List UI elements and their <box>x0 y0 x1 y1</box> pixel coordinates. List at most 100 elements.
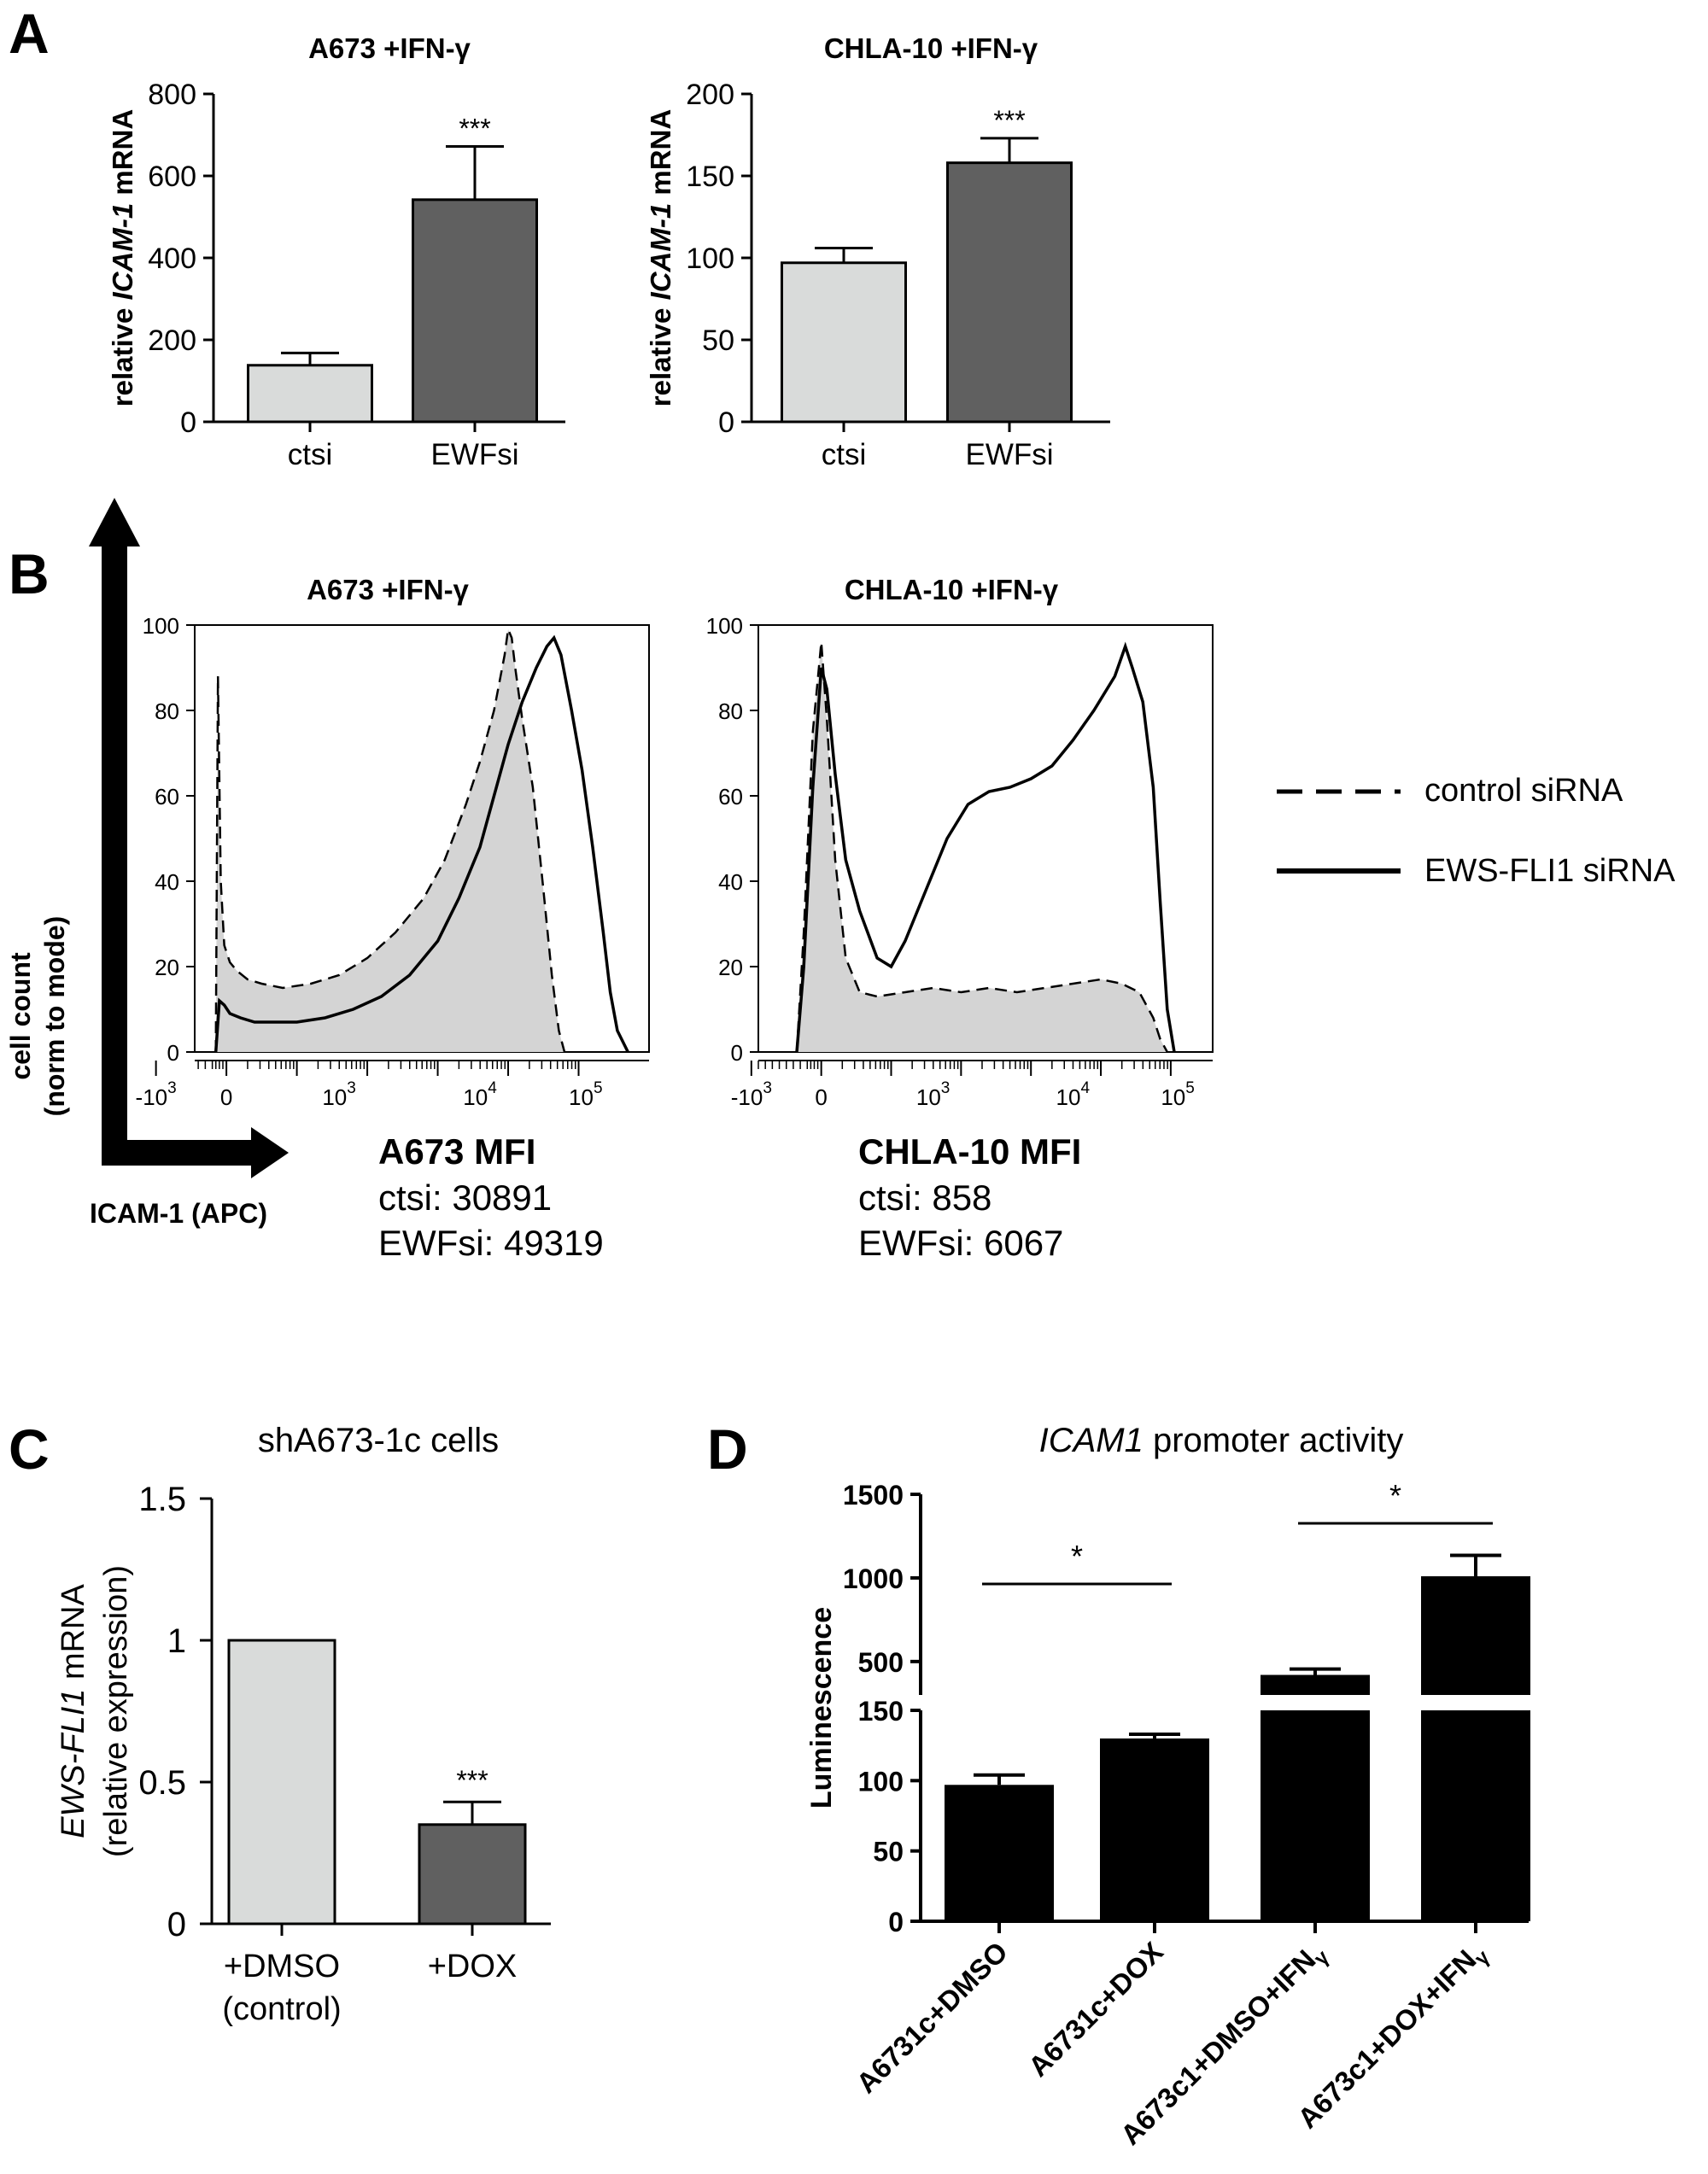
ews-fli1-siRNA-line <box>214 634 629 1053</box>
bar <box>945 1785 1054 1921</box>
x-tick-label: 105 <box>1161 1079 1195 1110</box>
y-tick-label: 600 <box>148 161 196 193</box>
chart-title: shA673-1c cells <box>258 1422 499 1459</box>
significance-label: * <box>1389 1478 1401 1513</box>
chart-title: CHLA-10 +IFN-γ <box>824 32 1038 64</box>
significance-label: *** <box>993 105 1025 136</box>
mfi-a673-title: A673 MFI <box>378 1131 535 1172</box>
bar <box>412 198 538 424</box>
y-tick-label: 1 <box>167 1622 186 1660</box>
x-tick-label: -103 <box>136 1079 177 1110</box>
y-tick-label: 500 <box>858 1647 904 1678</box>
chart-d-promoter-activity: ICAM1 promoter activity 0 50 100 150 500 1000 1… <box>805 1422 1530 2151</box>
bar <box>1100 1738 1209 1921</box>
bar <box>946 161 1073 424</box>
control-siRNA-line <box>214 625 566 1053</box>
y-tick-label: 400 <box>148 243 196 275</box>
mfi-chla-ctsi: ctsi: 858 <box>858 1178 991 1218</box>
y-tick-label: 100 <box>143 613 179 639</box>
chart-a1-a673-mrna: A673 +IFN-γ 0 200 400 600 800 ctsi EWFsi *** rela… <box>107 32 565 471</box>
x-tick-label: 0 <box>815 1084 827 1110</box>
significance-label: *** <box>459 113 490 143</box>
x-tick-label: 103 <box>322 1079 356 1110</box>
y-tick-label: 0 <box>167 1906 186 1943</box>
chart-b1-a673-histogram: A673 +IFN-γ 0 20 40 60 80 100 -103 0 103 104 105 <box>136 574 650 1110</box>
y-tick-label: 100 <box>706 613 743 639</box>
y-tick-label: 100 <box>686 243 734 275</box>
x-tick-label: EWFsi <box>965 438 1053 471</box>
y-tick-label: 50 <box>873 1837 904 1867</box>
y-tick-label: 20 <box>718 955 743 980</box>
arrow-y-label-line1: cell count <box>5 952 36 1080</box>
mfi-chla-ewfsi: EWFsi: 6067 <box>858 1223 1063 1263</box>
legend-ews-label: EWS-FLI1 siRNA <box>1424 853 1676 889</box>
y-tick-label: 80 <box>155 698 179 724</box>
y-tick-label: 0.5 <box>138 1764 186 1802</box>
x-tick-label: +DMSO <box>224 1949 340 1984</box>
arrow-right-bar <box>102 1140 255 1166</box>
arrow-up-head <box>89 498 140 546</box>
arrow-y-label-line2: (norm to mode) <box>39 916 70 1117</box>
y-tick-label: 0 <box>718 406 734 439</box>
y-axis-label-line1: EWS-FLI1 mRNA <box>56 1584 91 1838</box>
y-tick-label: 200 <box>148 324 196 357</box>
bar <box>247 364 373 424</box>
y-tick-label: 1.5 <box>138 1481 186 1518</box>
y-tick-label: 0 <box>167 1040 179 1066</box>
x-tick-label: 105 <box>569 1079 603 1110</box>
y-tick-label: 0 <box>888 1907 904 1937</box>
x-tick-label: (control) <box>222 1991 341 2027</box>
x-tick-label: 0 <box>220 1084 232 1110</box>
y-tick-label: 80 <box>718 698 743 724</box>
significance-label: * <box>1071 1539 1083 1574</box>
chart-title: A673 +IFN-γ <box>308 32 471 64</box>
arrow-right-head <box>251 1127 289 1178</box>
chart-title: A673 +IFN-γ <box>307 574 469 605</box>
chart-b2-chla10-histogram: CHLA-10 +IFN-γ 0 20 40 60 80 100 -103 0 103 104 105 <box>706 574 1214 1110</box>
mfi-chla-title: CHLA-10 MFI <box>858 1131 1081 1172</box>
x-tick-label: -103 <box>731 1079 772 1110</box>
y-axis-label: Luminescence <box>805 1607 838 1809</box>
bar <box>781 261 907 424</box>
mfi-a673-ctsi: ctsi: 30891 <box>378 1178 552 1218</box>
axis-arrow-indicator: cell count (norm to mode) ICAM-1 (APC) <box>5 498 289 1229</box>
y-tick-label: 200 <box>686 79 734 111</box>
x-tick-label: ctsi <box>822 438 867 471</box>
x-tick-label: A6731c+DOX <box>1022 1936 1169 2083</box>
y-tick-label: 1000 <box>843 1563 904 1594</box>
arrow-x-label: ICAM-1 (APC) <box>90 1198 267 1229</box>
bar-lower-segment <box>1261 1710 1370 1921</box>
panel-letter-a: A <box>9 2 50 65</box>
chart-c-ews-fli1-mrna: shA673-1c cells 0 0.5 1 1.5 +DMSO (control) ***… <box>56 1422 551 2027</box>
y-tick-label: 0 <box>180 406 196 439</box>
x-tick-label: +DOX <box>428 1949 518 1984</box>
panel-letter-c: C <box>9 1417 50 1481</box>
x-tick-label: EWFsi <box>430 438 518 471</box>
legend-control-label: control siRNA <box>1424 773 1623 809</box>
y-axis-label: relative ICAM-1 mRNA <box>107 109 138 406</box>
bar <box>227 1639 336 1926</box>
y-tick-label: 1500 <box>843 1480 904 1511</box>
y-tick-label: 50 <box>702 324 734 357</box>
mfi-a673: A673 MFI ctsi: 30891 EWFsi: 49319 <box>378 1131 604 1263</box>
panel-letter-d: D <box>707 1417 748 1481</box>
bar <box>418 1823 527 1926</box>
y-tick-label: 20 <box>155 955 179 980</box>
y-tick-label: 0 <box>731 1040 743 1066</box>
y-tick-label: 40 <box>155 869 179 895</box>
chart-title: ICAM1 promoter activity <box>1039 1422 1404 1459</box>
histogram-legend: control siRNA EWS-FLI1 siRNA <box>1277 773 1676 889</box>
y-tick-label: 100 <box>858 1766 904 1797</box>
arrow-up-bar <box>102 546 127 1166</box>
x-tick-label: A6731c+DMSO <box>850 1936 1014 2100</box>
panel-letter-b: B <box>9 542 50 605</box>
x-tick-label: ctsi <box>288 438 333 471</box>
y-tick-label: 60 <box>155 784 179 809</box>
chart-a2-chla10-mrna: CHLA-10 +IFN-γ 0 50 100 150 200 ctsi EWFsi *** re… <box>645 32 1110 471</box>
control-fill-area <box>797 642 1167 1052</box>
y-axis-label: relative ICAM-1 mRNA <box>645 109 676 406</box>
mfi-chla10: CHLA-10 MFI ctsi: 858 EWFsi: 6067 <box>858 1131 1081 1263</box>
chart-title: CHLA-10 +IFN-γ <box>845 574 1059 605</box>
bar-upper-segment <box>1261 1674 1370 1695</box>
